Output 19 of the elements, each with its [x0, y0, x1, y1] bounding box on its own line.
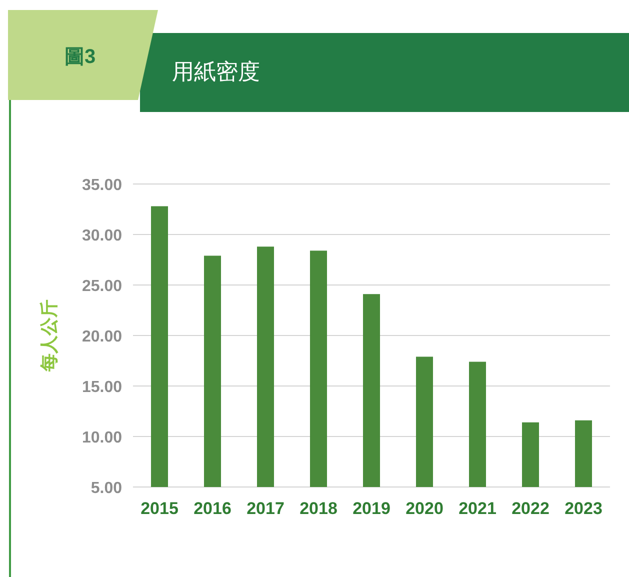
x-tick-label: 2022 — [512, 499, 550, 518]
chart-title: 用紙密度 — [172, 59, 260, 84]
y-tick-label: 15.00 — [82, 379, 122, 396]
y-tick-label: 30.00 — [82, 228, 122, 244]
x-tick-label: 2023 — [564, 499, 602, 518]
x-tick-label: 2017 — [246, 499, 284, 518]
x-tick-label: 2020 — [406, 499, 444, 518]
y-tick-label: 20.00 — [82, 328, 122, 346]
y-tick-label: 10.00 — [82, 430, 122, 446]
y-tick-label: 35.00 — [82, 177, 122, 194]
caption: 圖3 — [64, 46, 96, 68]
x-tick-label: 2018 — [300, 499, 338, 518]
x-tick-label: 2016 — [194, 499, 232, 518]
y-tick-label: 25.00 — [82, 278, 122, 295]
x-tick-label: 2019 — [352, 499, 390, 518]
x-tick-label: 2015 — [140, 499, 178, 518]
y-axis-title: 每人公斤 — [39, 300, 59, 372]
x-tick-label: 2021 — [458, 499, 496, 518]
y-tick-label: 5.00 — [90, 480, 122, 497]
